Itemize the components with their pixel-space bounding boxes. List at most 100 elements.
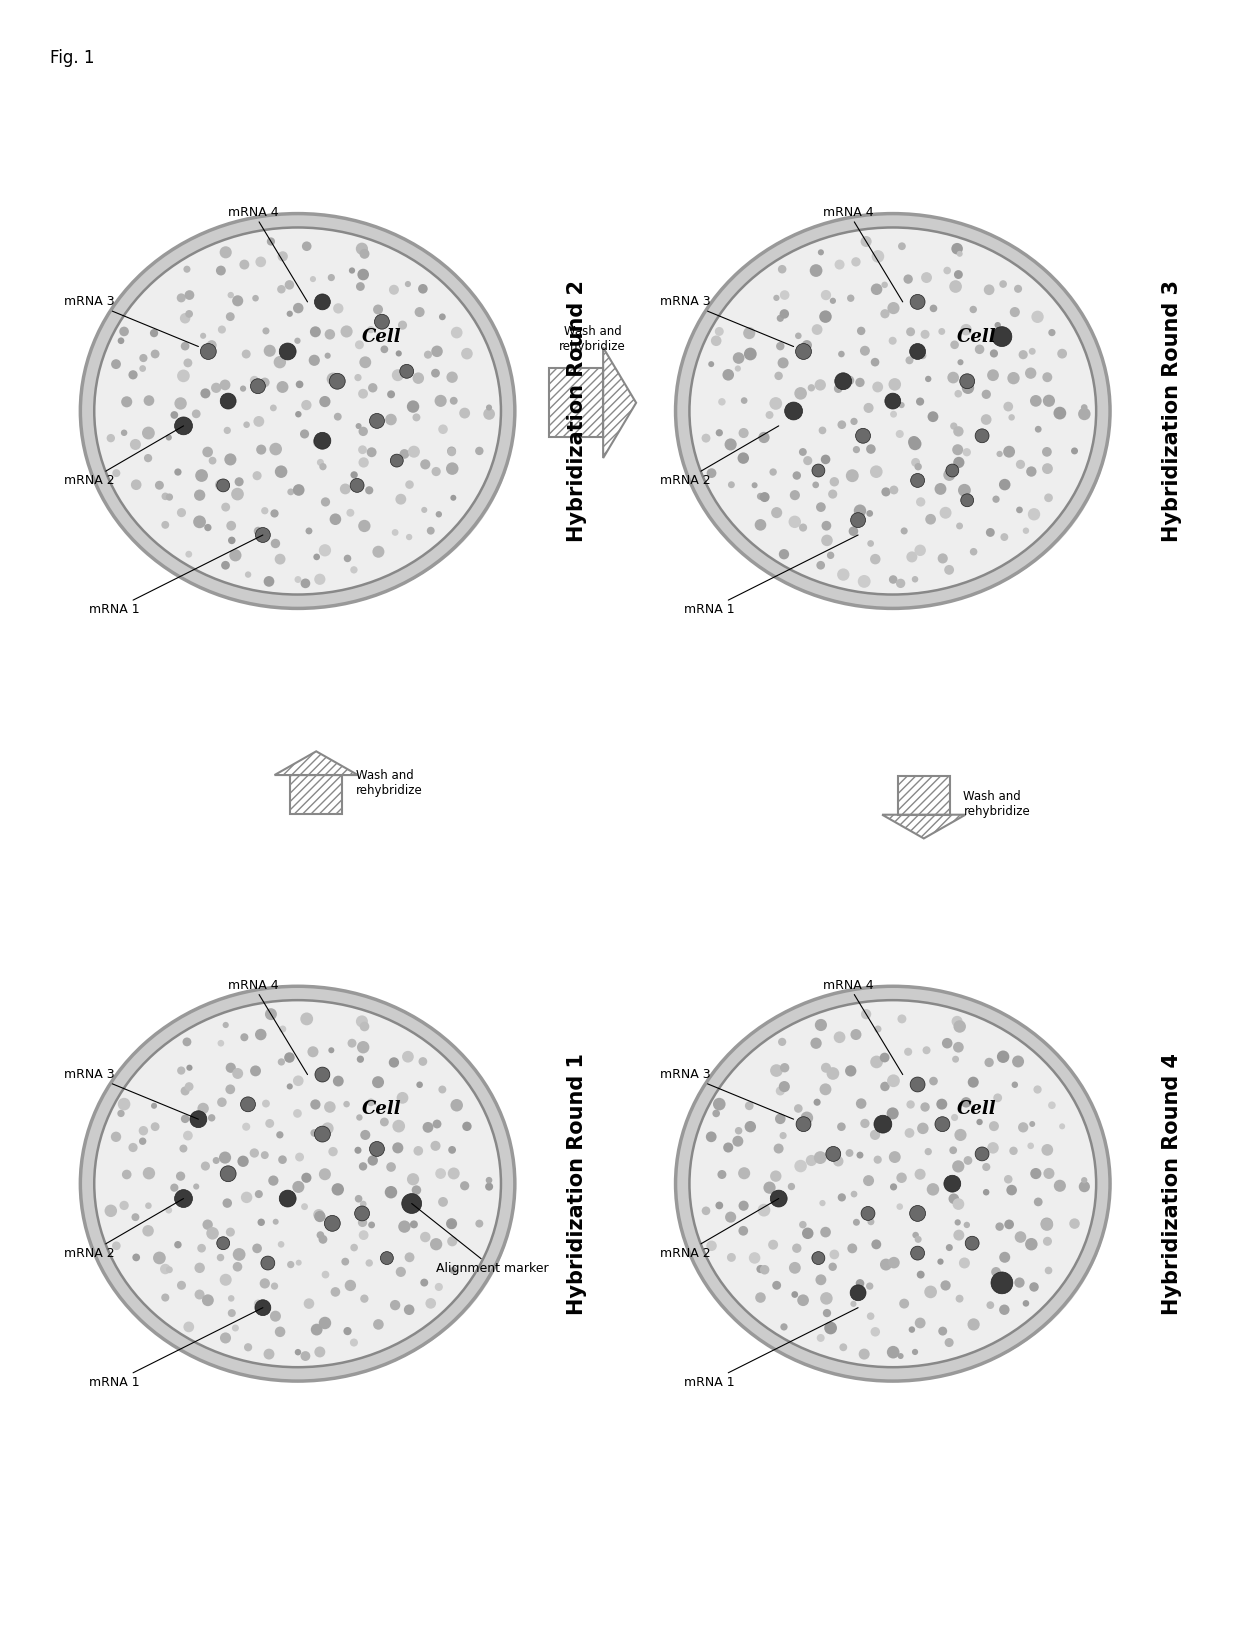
Circle shape: [996, 1223, 1004, 1231]
Circle shape: [827, 552, 835, 559]
Circle shape: [200, 332, 206, 339]
Circle shape: [769, 469, 776, 475]
Circle shape: [889, 337, 897, 345]
Circle shape: [898, 1014, 906, 1024]
Circle shape: [270, 539, 280, 547]
Circle shape: [348, 268, 355, 273]
Circle shape: [205, 524, 212, 531]
Circle shape: [955, 390, 962, 398]
Circle shape: [702, 1207, 711, 1215]
Circle shape: [780, 309, 789, 319]
Circle shape: [120, 429, 128, 436]
Circle shape: [776, 314, 784, 322]
Circle shape: [374, 314, 389, 329]
Circle shape: [714, 327, 724, 335]
Circle shape: [994, 322, 1001, 329]
Circle shape: [275, 1327, 285, 1337]
Circle shape: [961, 1097, 971, 1108]
Circle shape: [987, 370, 999, 381]
Circle shape: [802, 1228, 813, 1240]
Circle shape: [233, 1248, 246, 1261]
Circle shape: [180, 1144, 187, 1152]
Circle shape: [821, 1062, 831, 1074]
Circle shape: [358, 1230, 368, 1240]
Circle shape: [258, 1218, 265, 1226]
Circle shape: [909, 1327, 915, 1333]
Circle shape: [861, 1207, 875, 1220]
Circle shape: [129, 370, 138, 380]
Circle shape: [329, 1047, 335, 1054]
Circle shape: [913, 1231, 919, 1238]
Circle shape: [184, 266, 191, 273]
Circle shape: [846, 469, 859, 482]
Circle shape: [407, 1174, 419, 1185]
Circle shape: [1003, 446, 1016, 457]
Circle shape: [789, 516, 801, 528]
Circle shape: [161, 493, 169, 500]
Circle shape: [960, 373, 975, 388]
Circle shape: [1023, 528, 1029, 534]
Circle shape: [779, 1082, 790, 1092]
Circle shape: [310, 276, 316, 283]
Circle shape: [820, 311, 832, 322]
Circle shape: [715, 1202, 723, 1210]
Circle shape: [241, 1097, 255, 1111]
Circle shape: [397, 1092, 408, 1103]
Circle shape: [1014, 284, 1022, 293]
Circle shape: [223, 1023, 229, 1028]
Circle shape: [905, 1128, 914, 1138]
Circle shape: [432, 345, 443, 357]
Circle shape: [923, 1046, 930, 1054]
Circle shape: [242, 350, 250, 358]
Text: mRNA 2: mRNA 2: [64, 1198, 184, 1259]
Circle shape: [317, 459, 324, 465]
Circle shape: [270, 404, 277, 411]
Circle shape: [275, 465, 288, 478]
Circle shape: [916, 398, 924, 406]
Circle shape: [367, 447, 377, 457]
Circle shape: [343, 554, 351, 562]
Circle shape: [930, 304, 937, 312]
Circle shape: [997, 450, 1003, 457]
Circle shape: [402, 1051, 414, 1062]
Circle shape: [771, 506, 782, 518]
Circle shape: [405, 534, 413, 541]
Circle shape: [991, 1272, 1013, 1294]
Circle shape: [439, 1085, 446, 1093]
Circle shape: [812, 1251, 825, 1264]
Circle shape: [847, 1243, 857, 1253]
Circle shape: [780, 1133, 786, 1139]
Circle shape: [284, 1052, 295, 1062]
Circle shape: [954, 1042, 963, 1052]
Circle shape: [319, 1169, 331, 1180]
Circle shape: [1023, 1300, 1029, 1307]
Circle shape: [435, 511, 441, 518]
Circle shape: [324, 1101, 336, 1113]
Circle shape: [975, 345, 985, 353]
Circle shape: [315, 1346, 325, 1358]
Circle shape: [970, 547, 977, 556]
Circle shape: [898, 242, 905, 250]
Circle shape: [295, 411, 301, 418]
Circle shape: [851, 513, 866, 528]
Circle shape: [708, 362, 714, 367]
Circle shape: [812, 482, 820, 488]
Circle shape: [1054, 406, 1066, 419]
Circle shape: [202, 1220, 213, 1230]
Circle shape: [195, 469, 208, 482]
Circle shape: [820, 1083, 831, 1095]
Circle shape: [915, 1169, 925, 1180]
Circle shape: [432, 368, 440, 378]
Text: mRNA 2: mRNA 2: [660, 426, 779, 487]
Circle shape: [1058, 349, 1068, 358]
Circle shape: [867, 510, 873, 516]
Circle shape: [448, 1146, 456, 1154]
Circle shape: [911, 1212, 919, 1220]
Circle shape: [854, 505, 867, 516]
Circle shape: [739, 1200, 749, 1210]
Circle shape: [987, 1143, 998, 1154]
Circle shape: [982, 1162, 991, 1171]
Circle shape: [217, 1254, 224, 1261]
Circle shape: [890, 411, 897, 418]
Circle shape: [231, 488, 244, 500]
